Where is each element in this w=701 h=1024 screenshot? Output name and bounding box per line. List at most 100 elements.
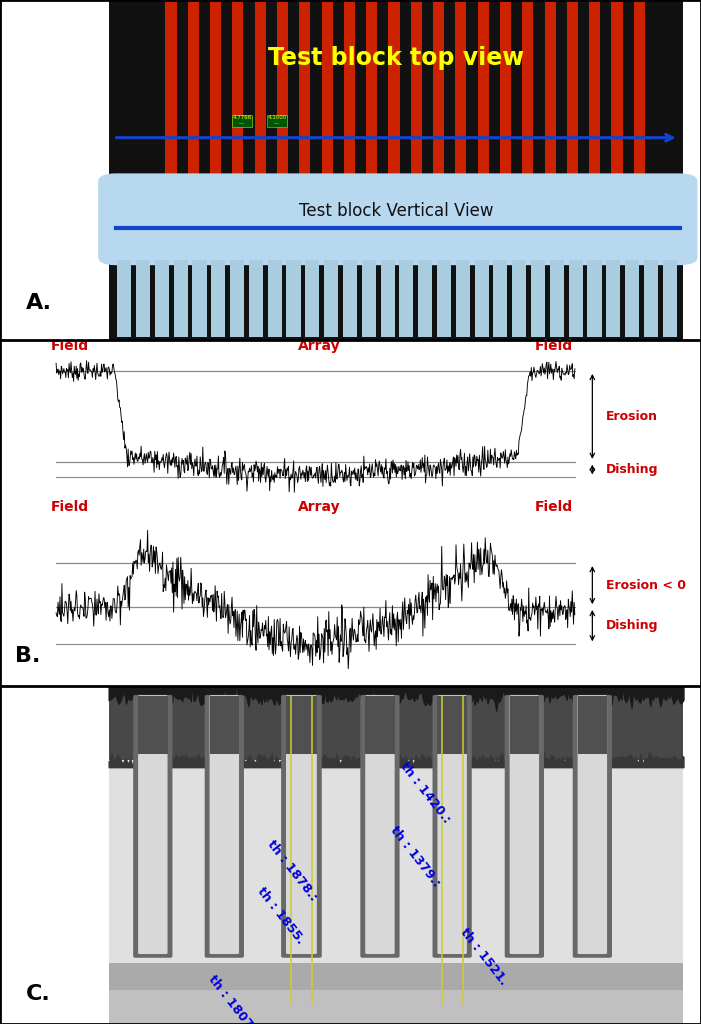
- FancyBboxPatch shape: [360, 695, 400, 957]
- Bar: [377, 0, 388, 180]
- FancyBboxPatch shape: [433, 695, 472, 957]
- Bar: [456, 260, 470, 337]
- Bar: [154, 0, 645, 180]
- Bar: [333, 0, 343, 180]
- Bar: [117, 260, 131, 337]
- Bar: [343, 260, 357, 337]
- Bar: [174, 260, 188, 337]
- Bar: [324, 260, 338, 337]
- FancyBboxPatch shape: [437, 695, 467, 954]
- Bar: [489, 0, 500, 180]
- Text: C.: C.: [26, 984, 51, 1005]
- Text: Field: Field: [535, 501, 573, 514]
- Bar: [136, 260, 150, 337]
- Bar: [662, 260, 676, 337]
- FancyBboxPatch shape: [98, 173, 697, 265]
- Text: Test block top view: Test block top view: [268, 46, 524, 70]
- Bar: [531, 260, 545, 337]
- Bar: [475, 260, 489, 337]
- Text: Erosion: Erosion: [606, 410, 658, 423]
- Text: A.: A.: [25, 293, 52, 313]
- Bar: [418, 260, 433, 337]
- Bar: [511, 0, 522, 180]
- Bar: [578, 0, 589, 180]
- FancyBboxPatch shape: [138, 695, 168, 954]
- Bar: [268, 260, 282, 337]
- Bar: [644, 260, 658, 337]
- Bar: [249, 260, 263, 337]
- FancyBboxPatch shape: [573, 695, 612, 957]
- Bar: [266, 0, 277, 180]
- Bar: [550, 260, 564, 337]
- FancyBboxPatch shape: [205, 695, 244, 957]
- Bar: [192, 260, 207, 337]
- FancyBboxPatch shape: [210, 695, 239, 954]
- FancyBboxPatch shape: [286, 695, 317, 954]
- Bar: [437, 696, 467, 754]
- Bar: [109, 0, 154, 180]
- Text: B.: B.: [15, 646, 41, 666]
- Text: th : 1807.: th : 1807.: [205, 973, 257, 1024]
- Text: Field: Field: [51, 501, 89, 514]
- Text: th : 1420.:: th : 1420.:: [398, 760, 454, 825]
- Text: Field: Field: [535, 339, 573, 353]
- Bar: [622, 0, 634, 180]
- Bar: [109, 686, 683, 761]
- Bar: [400, 260, 414, 337]
- Bar: [381, 260, 395, 337]
- FancyBboxPatch shape: [133, 695, 172, 957]
- Bar: [533, 0, 545, 180]
- Bar: [494, 260, 508, 337]
- Bar: [288, 0, 299, 180]
- Bar: [138, 696, 168, 754]
- Bar: [311, 0, 322, 180]
- Bar: [243, 0, 254, 180]
- Text: Array: Array: [298, 339, 340, 353]
- Bar: [444, 0, 456, 180]
- Bar: [587, 260, 601, 337]
- FancyBboxPatch shape: [281, 695, 322, 957]
- Text: Dishing: Dishing: [606, 620, 659, 632]
- Bar: [109, 0, 683, 180]
- Bar: [365, 696, 395, 754]
- Bar: [210, 696, 239, 754]
- Text: 4.7766
---: 4.7766 ---: [232, 116, 252, 126]
- Text: th : 1878.:: th : 1878.:: [265, 838, 320, 903]
- Bar: [230, 260, 244, 337]
- FancyBboxPatch shape: [578, 695, 607, 954]
- Bar: [510, 696, 539, 754]
- FancyBboxPatch shape: [505, 695, 544, 957]
- Text: Array: Array: [298, 501, 340, 514]
- Bar: [109, 983, 683, 1024]
- Bar: [600, 0, 611, 180]
- Bar: [109, 754, 683, 964]
- Bar: [109, 949, 683, 990]
- Bar: [221, 0, 232, 180]
- Bar: [109, 180, 683, 340]
- Text: Test block Vertical View: Test block Vertical View: [299, 202, 494, 220]
- Text: th : 1521.: th : 1521.: [458, 926, 510, 987]
- Bar: [400, 0, 411, 180]
- Text: Dishing: Dishing: [606, 463, 659, 476]
- Bar: [154, 0, 165, 180]
- Bar: [625, 260, 639, 337]
- Bar: [355, 0, 366, 180]
- Text: th : 1379.:: th : 1379.:: [388, 824, 442, 890]
- Bar: [466, 0, 477, 180]
- Bar: [606, 260, 620, 337]
- Bar: [569, 260, 583, 337]
- Bar: [512, 260, 526, 337]
- Bar: [362, 260, 376, 337]
- Bar: [422, 0, 433, 180]
- Bar: [211, 260, 225, 337]
- Bar: [199, 0, 210, 180]
- Text: Field: Field: [51, 339, 89, 353]
- FancyBboxPatch shape: [365, 695, 395, 954]
- Text: Erosion < 0: Erosion < 0: [606, 579, 686, 592]
- Text: th : 1855.: th : 1855.: [254, 885, 306, 946]
- Bar: [305, 260, 320, 337]
- Bar: [177, 0, 188, 180]
- Bar: [578, 696, 607, 754]
- Bar: [286, 696, 317, 754]
- Bar: [645, 0, 683, 180]
